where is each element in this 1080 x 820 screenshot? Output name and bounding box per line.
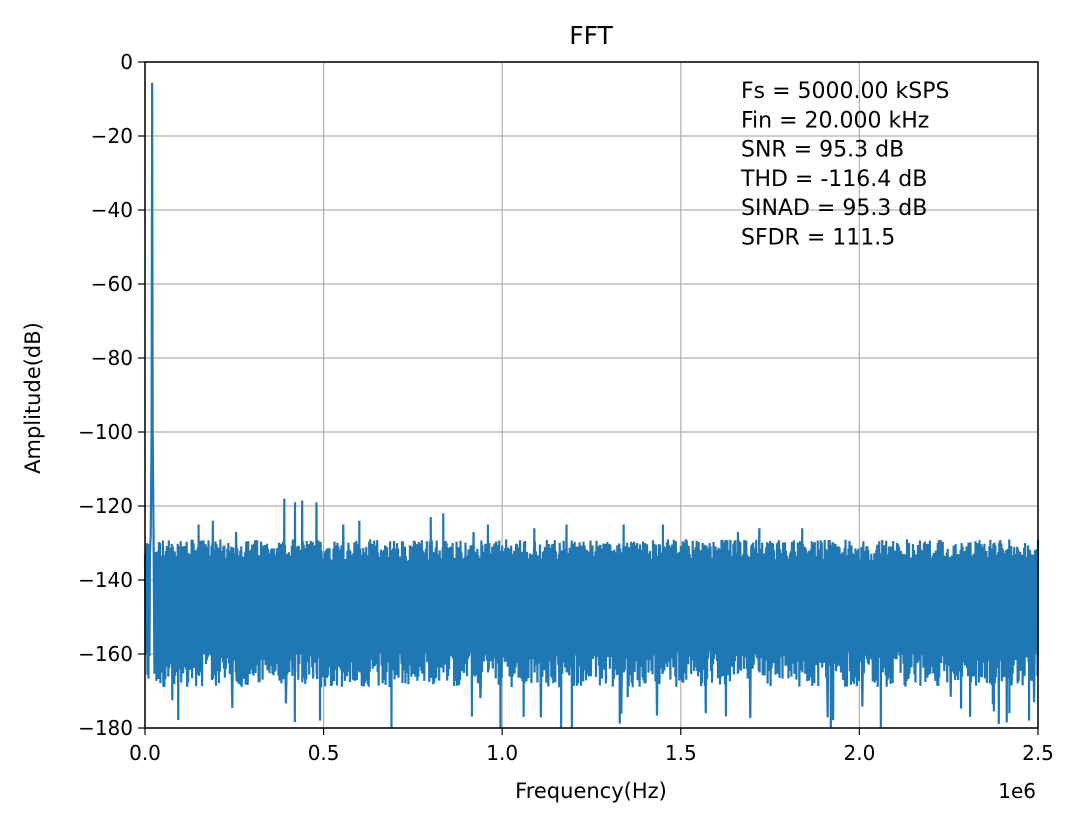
x-tick-label: 2.5	[1022, 741, 1054, 765]
metric-line: SFDR = 111.5	[741, 226, 895, 251]
y-tick-label: −140	[78, 568, 133, 592]
metric-line: Fs = 5000.00 kSPS	[741, 79, 949, 104]
y-tick-label: −180	[78, 716, 133, 740]
metric-line: SNR = 95.3 dB	[741, 138, 904, 163]
x-tick-label: 1.0	[486, 741, 518, 765]
y-axis-ticks: 0 −20 −40 −60 −80 −100 −120 −140 −160 −180	[78, 50, 145, 740]
metric-line: SINAD = 95.3 dB	[741, 196, 927, 221]
x-axis-label: Frequency(Hz)	[515, 779, 667, 803]
x-tick-label: 2.0	[843, 741, 875, 765]
metric-line: THD = -116.4 dB	[740, 167, 927, 192]
y-tick-label: −40	[91, 198, 133, 222]
y-tick-label: −160	[78, 642, 133, 666]
metric-line: Fin = 20.000 kHz	[741, 108, 929, 133]
x-tick-label: 0.0	[129, 741, 161, 765]
series-fft-line	[143, 82, 1040, 729]
y-tick-label: −100	[78, 420, 133, 444]
metrics-annotation: Fs = 5000.00 kSPS Fin = 20.000 kHz SNR = 9…	[740, 79, 949, 251]
y-axis-label: Amplitude(dB)	[21, 322, 45, 474]
plot-area-frame	[144, 61, 1039, 729]
y-tick-label: −120	[78, 494, 133, 518]
y-tick-label: −60	[91, 272, 133, 296]
x-tick-label: 0.5	[308, 741, 340, 765]
x-axis-ticks: 0.0 0.5 1.0 1.5 2.0 2.5	[129, 728, 1054, 765]
y-tick-label: 0	[120, 50, 133, 74]
chart-title: FFT	[569, 21, 613, 50]
y-tick-label: −80	[91, 346, 133, 370]
series-group	[143, 82, 1040, 729]
x-tick-label: 1.5	[665, 741, 697, 765]
x-axis-offset-label: 1e6	[998, 779, 1036, 803]
y-tick-label: −20	[91, 124, 133, 148]
